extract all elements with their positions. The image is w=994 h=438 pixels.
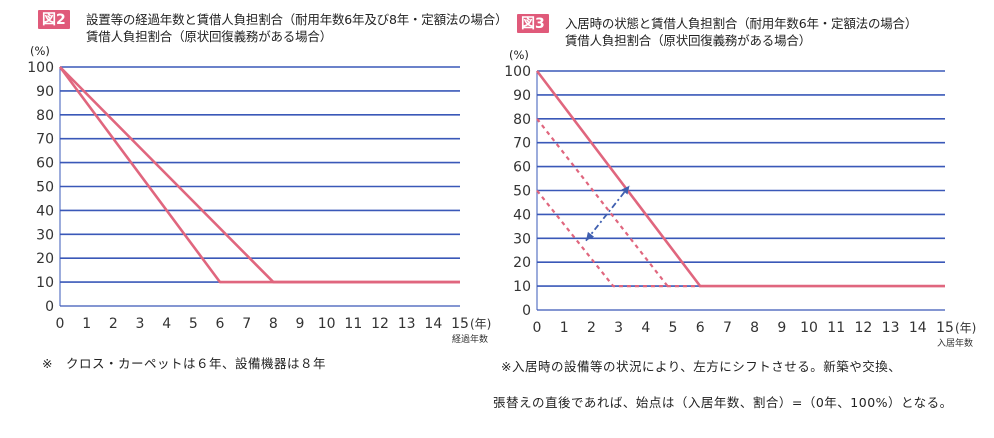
figure-2-x-tick-label: 3 (136, 316, 145, 332)
figure-2-y-tick-label: 10 (36, 275, 54, 291)
figure-2-x-tick-label: 4 (162, 316, 171, 332)
figure-3-x-tick-label: 7 (723, 320, 732, 336)
figure-2-note: ※ クロス・カーペットは６年、設備機器は８年 (42, 356, 326, 371)
figure-2-x-tick-label: 11 (344, 316, 362, 332)
figure-2-x-tick-label: 5 (189, 316, 198, 332)
figure-2-y-tick-label: 100 (27, 60, 54, 76)
figure-2-x-tick-label: 7 (242, 316, 251, 332)
figure-2-x-tick-label: 1 (82, 316, 91, 332)
figure-3-y-tick-label: 70 (513, 136, 531, 152)
figure-2-x-tick-label: 9 (296, 316, 305, 332)
figure-2-x-tick-label: 0 (56, 316, 65, 332)
figure-3-badge: 図3 (517, 14, 549, 33)
figure-3-y-tick-label: 60 (513, 160, 531, 176)
figure-2-y-tick-label: 60 (36, 156, 54, 172)
figure-2-title: 設置等の経過年数と賃借人負担割合（耐用年数6年及び8年・定額法の場合） (86, 12, 508, 27)
figure-3-y-tick-label: 90 (513, 88, 531, 104)
figure-3-y-tick-label: 0 (522, 303, 531, 319)
figure-3-x-tick-label: 0 (533, 320, 542, 336)
figure-2-y-unit: (%) (30, 44, 50, 58)
figure-2-y-tick-label: 30 (36, 227, 54, 243)
figure-3-y-tick-label: 80 (513, 112, 531, 128)
figure-3-x-tick-label: 1 (560, 320, 569, 336)
figure-3-subtitle: 賃借人負担割合（原状回復義務がある場合） (565, 33, 812, 48)
figure-2-series-line (59, 66, 460, 284)
figure-3-shift-arrow (585, 185, 631, 242)
figure-2-y-tick-label: 50 (36, 180, 54, 196)
figure-2-x-tick-label: 14 (424, 316, 442, 332)
figure-2-x-label: 経過年数 (452, 333, 488, 345)
figure-3-x-unit: (年) (955, 321, 976, 335)
figure-2-y-tick-label: 80 (36, 108, 54, 124)
figure-3-y-tick-label: 30 (513, 231, 531, 247)
figure-3-x-tick-label: 12 (854, 320, 872, 336)
figure-3-x-tick-label: 4 (641, 320, 650, 336)
figure-3-y-tick-label: 50 (513, 184, 531, 200)
figure-2-y-tick-label: 40 (36, 203, 54, 219)
figure-2-series-line (58, 66, 460, 284)
figure-3-y-tick-label: 100 (504, 64, 531, 80)
figure-2-y-tick-label: 20 (36, 251, 54, 267)
figure-3-note-line2: 張替えの直後であれば、始点は（入居年数、割合）=（0年、100%）となる。 (493, 395, 953, 410)
figure-2-x-tick-label: 12 (371, 316, 389, 332)
figure-3-x-tick-label: 8 (750, 320, 759, 336)
figure-3-series-line (536, 189, 701, 288)
figure-3-x-tick-label: 3 (614, 320, 623, 336)
figure-2-x-unit: (年) (470, 317, 491, 331)
figure-2-x-tick-label: 13 (398, 316, 416, 332)
figure-3-x-tick-label: 13 (882, 320, 900, 336)
figure-2-y-tick-label: 70 (36, 132, 54, 148)
figure-3-series-line (535, 70, 945, 288)
figure-2-panel: 図2 設置等の経過年数と賃借人負担割合（耐用年数6年及び8年・定額法の場合） 賃… (0, 0, 508, 438)
figure-2-y-tick-label: 0 (45, 299, 54, 315)
figure-3-series-line (536, 118, 669, 287)
figure-3-x-tick-label: 11 (827, 320, 845, 336)
figure-3-x-tick-label: 6 (696, 320, 705, 336)
figure-3-x-tick-label: 15 (936, 320, 954, 336)
figure-3-y-tick-label: 40 (513, 207, 531, 223)
figure-3-title: 入居時の状態と賃借人負担割合（耐用年数6年・定額法の場合） (565, 16, 918, 31)
figure-3-y-tick-label: 10 (513, 279, 531, 295)
figure-3-x-label: 入居年数 (937, 337, 973, 349)
figure-3-note-line1: ※入居時の設備等の状況により、左方にシフトさせる。新築や交換、 (501, 359, 902, 374)
figure-3-y-tick-label: 20 (513, 255, 531, 271)
figure-3-x-tick-label: 10 (800, 320, 818, 336)
figure-2-x-tick-label: 15 (451, 316, 469, 332)
figure-2-badge: 図2 (38, 10, 70, 29)
figure-2-x-tick-label: 10 (318, 316, 336, 332)
figure-2-subtitle: 賃借人負担割合（原状回復義務がある場合） (86, 29, 333, 44)
figure-3-y-unit: (%) (509, 48, 529, 62)
figure-3-x-tick-label: 5 (669, 320, 678, 336)
figure-3-x-tick-label: 14 (909, 320, 927, 336)
figure-3-panel: 図3 入居時の状態と賃借人負担割合（耐用年数6年・定額法の場合） 賃借人負担割合… (493, 0, 994, 438)
figure-2-x-tick-label: 2 (109, 316, 118, 332)
figure-3-x-tick-label: 9 (777, 320, 786, 336)
figure-2-x-tick-label: 8 (269, 316, 278, 332)
figure-2-x-tick-label: 6 (216, 316, 225, 332)
figure-2-y-tick-label: 90 (36, 84, 54, 100)
figure-3-x-tick-label: 2 (587, 320, 596, 336)
